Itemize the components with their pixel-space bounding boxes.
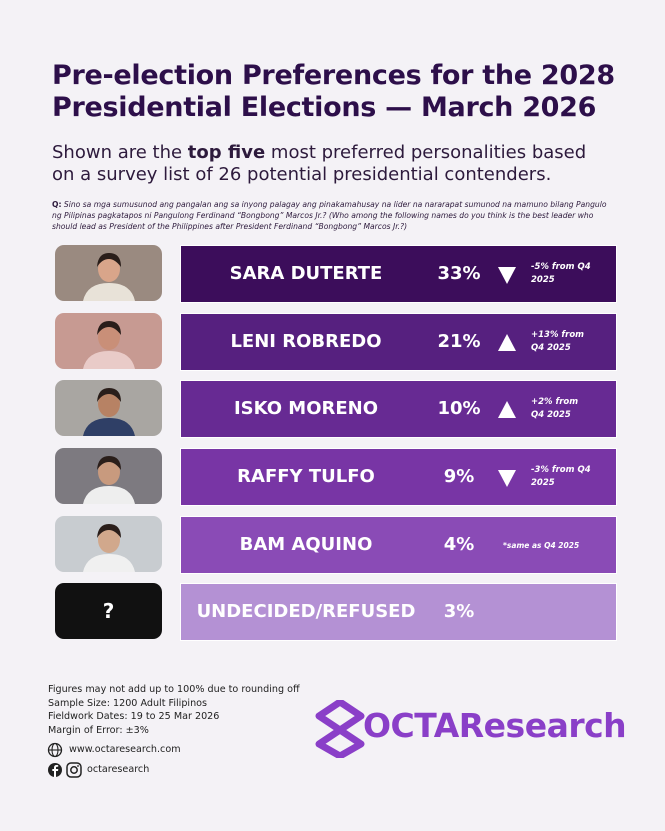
- result-bar: RAFFY TULFO 9% -3% from Q4 2025: [180, 448, 617, 506]
- title-line: Pre-election Preferences for the 2028: [52, 60, 615, 91]
- change-note: +13% from Q4 2025: [531, 330, 585, 353]
- portrait: [55, 516, 162, 572]
- photo: [55, 313, 162, 369]
- question: Q: Sino sa mga sumusunod ang pangalan an…: [52, 199, 612, 232]
- subtitle: Shown are the top five most preferred pe…: [52, 142, 612, 186]
- portrait-hair: [97, 524, 121, 538]
- title-line: Presidential Elections — March 2026: [52, 92, 597, 123]
- portrait-head: [98, 256, 120, 282]
- photo: [55, 448, 162, 504]
- subtitle-text: Shown are the: [52, 142, 188, 163]
- portrait: [55, 448, 162, 504]
- portrait-body: [83, 283, 135, 301]
- trend-arrow: [498, 334, 516, 351]
- question-label: Q:: [52, 200, 62, 209]
- candidate-name: UNDECIDED/REFUSED: [196, 601, 416, 622]
- portrait-hair: [97, 253, 121, 267]
- change-note: -5% from Q4 2025: [531, 262, 591, 285]
- photo: [55, 516, 162, 572]
- social-handle: octaresearch: [87, 764, 150, 775]
- website: www.octaresearch.com: [69, 744, 181, 755]
- percent: 21%: [437, 331, 481, 352]
- subtitle-bold: top five: [187, 142, 266, 163]
- portrait-body: [83, 418, 135, 436]
- percent: 33%: [437, 263, 481, 284]
- percent: 4%: [443, 534, 475, 555]
- arrow-down: [498, 267, 516, 284]
- candidate-name: ISKO MORENO: [233, 398, 379, 419]
- arrow-down: [498, 470, 516, 487]
- logo-icon: [315, 700, 365, 758]
- percent: 10%: [437, 398, 481, 419]
- subtitle-text: most preferred personalities based on a …: [52, 142, 587, 185]
- globe-icon: [47, 742, 63, 758]
- portrait-head: [98, 391, 120, 417]
- portrait: [55, 313, 162, 369]
- portrait-hair: [97, 388, 121, 402]
- candidate-name: BAM AQUINO: [239, 534, 373, 555]
- change-note: -3% from Q4 2025: [531, 465, 591, 488]
- portrait-body: [83, 486, 135, 504]
- portrait: [55, 380, 162, 436]
- portrait-body: [83, 351, 135, 369]
- result-bar: LENI ROBREDO 21% +13% from Q4 2025: [180, 313, 617, 371]
- portrait-head: [98, 459, 120, 485]
- trend-arrow: [498, 401, 516, 418]
- result-bar: UNDECIDED/REFUSED 3%: [180, 583, 617, 641]
- question-text: Sino sa mga sumusunod ang pangalan ang s…: [52, 200, 607, 231]
- title: Pre-election Preferences for the 2028 Pr…: [52, 60, 632, 124]
- photo: ?: [55, 583, 162, 639]
- result-bar: SARA DUTERTE 33% -5% from Q4 2025: [180, 245, 617, 303]
- footnote: Sample Size: 1200 Adult Filipinos: [48, 697, 208, 709]
- candidate-name: LENI ROBREDO: [230, 331, 382, 352]
- result-bar: BAM AQUINO 4% *same as Q4 2025: [180, 516, 617, 574]
- percent: 3%: [443, 601, 475, 622]
- percent: 9%: [443, 466, 475, 487]
- candidate-name: SARA DUTERTE: [229, 263, 383, 284]
- trend-arrow: [498, 267, 516, 284]
- footnote: Figures may not add up to 100% due to ro…: [48, 684, 300, 695]
- portrait: [55, 245, 162, 301]
- portrait-body: [83, 554, 135, 572]
- trend-arrow: [498, 470, 516, 487]
- portrait-head: [98, 324, 120, 350]
- footnote: Margin of Error: ±3%: [48, 724, 149, 736]
- photo: [55, 380, 162, 436]
- photo-placeholder-text: ?: [102, 599, 115, 623]
- footnote: Fieldwork Dates: 19 to 25 Mar 2026: [48, 711, 220, 722]
- arrow-up: [498, 401, 516, 418]
- social-icons: [48, 762, 82, 778]
- portrait-hair: [97, 321, 121, 335]
- candidate-name: RAFFY TULFO: [237, 466, 375, 487]
- photo: [55, 245, 162, 301]
- arrow-up: [498, 334, 516, 351]
- portrait-hair: [97, 456, 121, 470]
- logo-text: OCTAResearch: [363, 706, 627, 745]
- portrait-head: [98, 527, 120, 553]
- change-note: *same as Q4 2025: [503, 541, 580, 550]
- change-note: +2% from Q4 2025: [531, 397, 579, 420]
- result-bar: ISKO MORENO 10% +2% from Q4 2025: [180, 380, 617, 438]
